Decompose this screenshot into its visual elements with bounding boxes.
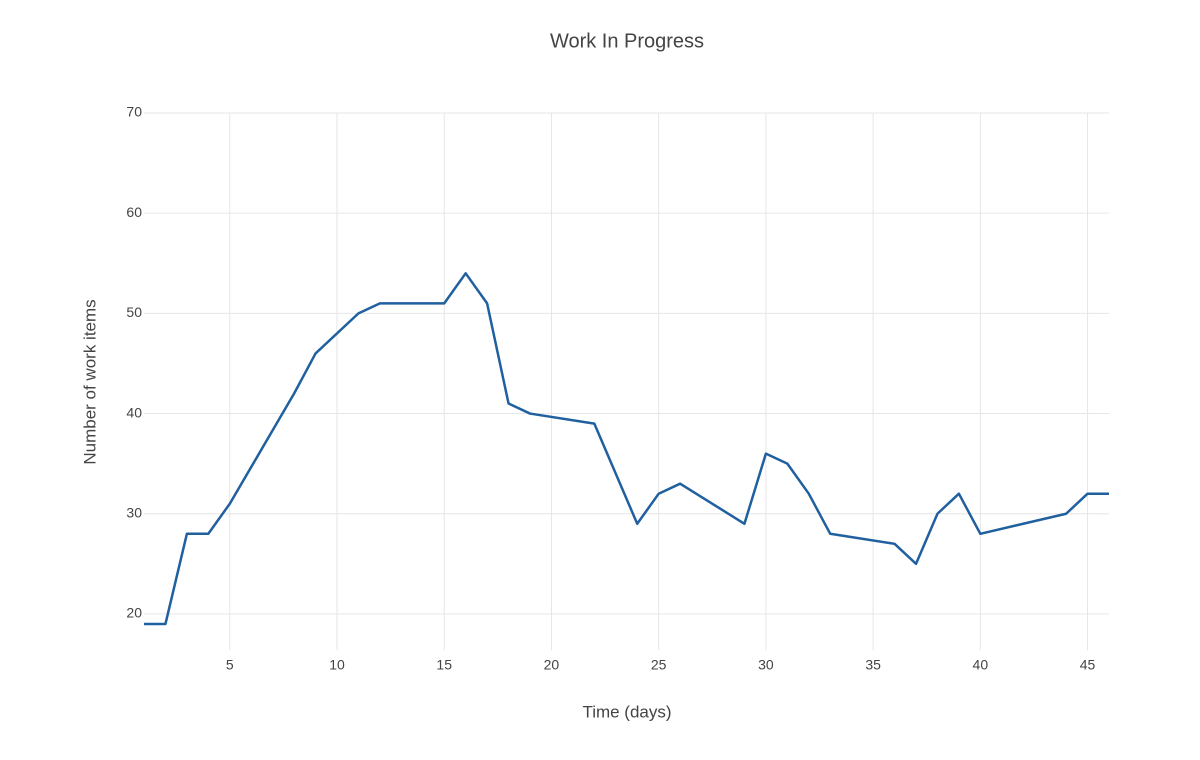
x-tick-label: 40 [973,657,989,673]
x-tick-label: 30 [758,657,774,673]
x-axis-title: Time (days) [582,702,671,721]
y-tick-label: 20 [126,605,142,621]
chart-title: Work In Progress [550,30,704,52]
x-tick-label: 15 [436,657,452,673]
x-tick-label: 20 [544,657,560,673]
x-tick-label: 35 [865,657,881,673]
x-tick-label: 5 [226,657,234,673]
data-line [144,272,1109,626]
y-axis-title: Number of work items [80,299,99,464]
y-tick-label: 60 [126,204,142,220]
x-tick-label: 45 [1080,657,1096,673]
y-tick-label: 50 [126,304,142,320]
y-tick-label: 70 [126,104,142,120]
y-tick-label: 30 [126,504,142,520]
x-tick-label: 10 [329,657,345,673]
y-tick-label: 40 [126,404,142,420]
x-tick-label: 25 [651,657,667,673]
